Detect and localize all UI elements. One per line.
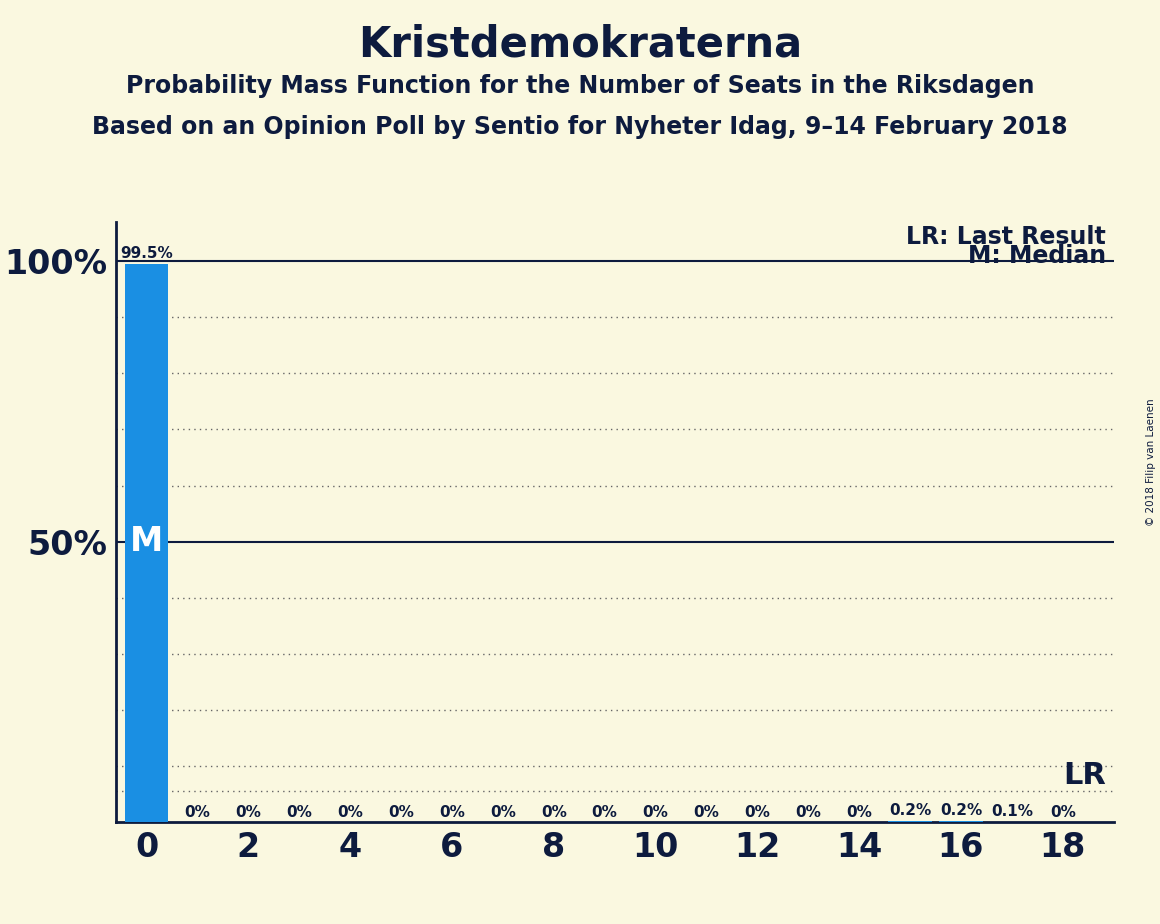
Text: 0%: 0%: [184, 805, 210, 821]
Bar: [125, 264, 168, 822]
Text: 0%: 0%: [592, 805, 617, 821]
Text: 0%: 0%: [438, 805, 465, 821]
Bar: [940, 821, 983, 822]
Text: 0%: 0%: [694, 805, 719, 821]
Text: M: Median: M: Median: [967, 244, 1105, 268]
Text: Kristdemokraterna: Kristdemokraterna: [358, 23, 802, 65]
Text: 0%: 0%: [541, 805, 566, 821]
Text: 0%: 0%: [490, 805, 516, 821]
Bar: [889, 821, 931, 822]
Text: 0.2%: 0.2%: [940, 804, 983, 819]
Text: 0%: 0%: [235, 805, 261, 821]
Text: 0.1%: 0.1%: [991, 804, 1032, 819]
Text: Based on an Opinion Poll by Sentio for Nyheter Idag, 9–14 February 2018: Based on an Opinion Poll by Sentio for N…: [92, 115, 1068, 139]
Text: 0%: 0%: [846, 805, 872, 821]
Text: 0%: 0%: [338, 805, 363, 821]
Text: 0%: 0%: [745, 805, 770, 821]
Text: 99.5%: 99.5%: [121, 246, 173, 261]
Text: 0%: 0%: [796, 805, 821, 821]
Text: 0%: 0%: [643, 805, 668, 821]
Text: © 2018 Filip van Laenen: © 2018 Filip van Laenen: [1146, 398, 1155, 526]
Text: Probability Mass Function for the Number of Seats in the Riksdagen: Probability Mass Function for the Number…: [125, 74, 1035, 98]
Text: 0%: 0%: [287, 805, 312, 821]
Text: M: M: [130, 525, 164, 558]
Text: 0%: 0%: [389, 805, 414, 821]
Text: 0.2%: 0.2%: [889, 804, 931, 819]
Text: 0%: 0%: [1050, 805, 1075, 821]
Text: LR: LR: [1063, 760, 1105, 790]
Text: LR: Last Result: LR: Last Result: [906, 225, 1105, 249]
